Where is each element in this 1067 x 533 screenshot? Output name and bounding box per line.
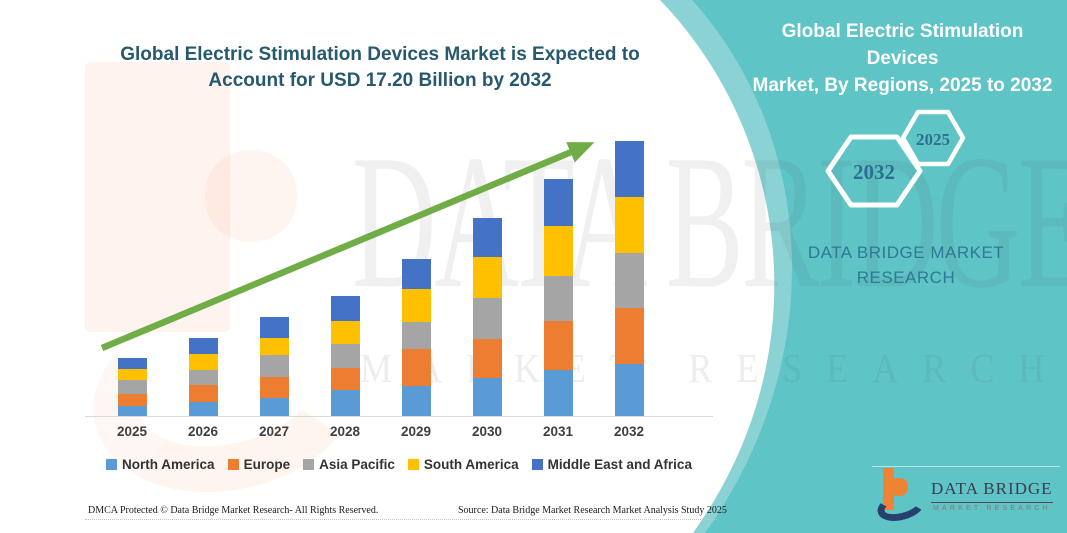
bar-2026-segment-asia-pacific (188, 370, 218, 386)
bar-2031-segment-europe (543, 321, 573, 371)
bar-2025-segment-north-america (117, 406, 147, 416)
footer-dmca-text: DMCA Protected © Data Bridge Market Rese… (88, 505, 379, 516)
legend-swatch-middle-east-and-africa (531, 459, 543, 470)
bar-2028-segment-north-america (330, 389, 360, 416)
x-axis-line (85, 415, 713, 417)
x-axis-label-2030: 2030 (471, 424, 503, 439)
bar-2030-segment-north-america (472, 377, 502, 416)
bar-2032-segment-middle-east-and-africa (614, 140, 644, 197)
bar-2025 (117, 357, 147, 416)
bar-2031 (543, 179, 573, 416)
side-panel-title-line2: Market, By Regions, 2025 to 2032 (752, 75, 1053, 96)
chart-title-line2: Account for USD 17.20 Billion by 2032 (208, 70, 552, 91)
legend-swatch-asia-pacific (303, 459, 315, 470)
legend-swatch-north-america (106, 459, 118, 470)
x-axis-label-2026: 2026 (187, 424, 219, 439)
chart-legend: North America Europe Asia Pacific South Ame… (85, 457, 713, 472)
chart-title: Global Electric Stimulation Devices Mark… (95, 42, 665, 94)
legend-item-europe: Europe (227, 457, 291, 472)
bar-2029-segment-south-america (401, 289, 431, 323)
bar-2030-segment-europe (472, 339, 502, 378)
side-panel-title: Global Electric Stimulation Devices Mark… (745, 18, 1060, 99)
logo-b-stem-shape (883, 468, 894, 510)
bar-2026-segment-north-america (188, 401, 218, 416)
legend-item-middle-east-and-africa: Middle East and Africa (531, 457, 692, 472)
bar-2030 (472, 218, 502, 416)
legend-swatch-europe (227, 459, 239, 470)
x-axis-labels: 2025 2026 2027 2028 2029 2030 2031 2032 (85, 424, 713, 442)
legend-item-south-america: South America (407, 457, 519, 472)
data-bridge-logo-icon (874, 468, 930, 526)
bar-2032-segment-europe (614, 307, 644, 365)
bar-2027 (259, 316, 289, 416)
bar-2028-segment-middle-east-and-africa (330, 296, 360, 321)
bar-2028-segment-south-america (330, 320, 360, 344)
bar-2026 (188, 338, 218, 416)
bar-2026-segment-europe (188, 385, 218, 402)
chart-plot-area (85, 110, 713, 417)
x-axis-label-2028: 2028 (329, 424, 361, 439)
bar-2029 (401, 259, 431, 416)
x-axis-label-2029: 2029 (400, 424, 432, 439)
bar-2026-segment-middle-east-and-africa (188, 338, 218, 354)
bar-2025-segment-europe (117, 393, 147, 407)
bar-2032-segment-north-america (614, 364, 644, 416)
bar-2029-segment-asia-pacific (401, 322, 431, 350)
logo-subtext: MARKET RESEARCH (933, 505, 1051, 512)
legend-label-middle-east-and-africa: Middle East and Africa (547, 457, 692, 472)
legend-item-north-america: North America (106, 457, 215, 472)
side-panel-title-line1: Global Electric Stimulation Devices (781, 21, 1024, 69)
bar-2030-segment-south-america (472, 257, 502, 299)
legend-item-asia-pacific: Asia Pacific (303, 457, 395, 472)
chart-title-line1: Global Electric Stimulation Devices Mark… (120, 44, 640, 65)
bar-2027-segment-europe (259, 376, 289, 398)
teal-wave-main (692, 0, 1067, 533)
bar-2031-segment-north-america (543, 370, 573, 416)
bar-2027-segment-south-america (259, 337, 289, 356)
bar-2030-segment-middle-east-and-africa (472, 218, 502, 258)
bar-2032-segment-asia-pacific (614, 252, 644, 308)
bar-2029-segment-north-america (401, 385, 431, 416)
legend-label-europe: Europe (243, 457, 291, 472)
brand-text-line1: DATA BRIDGE MARKET (807, 243, 1005, 262)
legend-label-north-america: North America (122, 457, 215, 472)
bar-2025-segment-south-america (117, 369, 147, 381)
bar-2026-segment-south-america (188, 353, 218, 371)
x-axis-label-2025: 2025 (116, 424, 148, 439)
bar-2027-segment-asia-pacific (259, 355, 289, 377)
legend-label-asia-pacific: Asia Pacific (319, 457, 395, 472)
bar-2032 (614, 140, 644, 416)
bar-2027-segment-north-america (259, 397, 289, 416)
bar-2029-segment-europe (401, 349, 431, 386)
x-axis-label-2032: 2032 (613, 424, 645, 439)
logo-wordmark: DATA BRIDGE (931, 479, 1053, 503)
bar-2031-segment-south-america (543, 225, 573, 276)
bar-2031-segment-middle-east-and-africa (543, 179, 573, 226)
bar-2028 (330, 296, 360, 416)
logo-b-bowl-shape (890, 478, 908, 496)
bar-2032-segment-south-america (614, 196, 644, 253)
bar-2025-segment-asia-pacific (117, 380, 147, 394)
bar-2027-segment-middle-east-and-africa (259, 316, 289, 338)
bar-2028-segment-europe (330, 367, 360, 390)
legend-label-south-america: South America (423, 457, 519, 472)
bar-2029-segment-middle-east-and-africa (401, 259, 431, 290)
bar-2031-segment-asia-pacific (543, 275, 573, 322)
brand-text: DATA BRIDGE MARKET RESEARCH (772, 240, 1040, 290)
x-axis-label-2027: 2027 (258, 424, 290, 439)
brand-text-line2: RESEARCH (856, 268, 956, 287)
footer-source-text: Source: Data Bridge Market Research Mark… (458, 505, 727, 516)
x-axis-label-2031: 2031 (542, 424, 574, 439)
bar-2025-segment-middle-east-and-africa (117, 357, 147, 370)
bar-2030-segment-asia-pacific (472, 298, 502, 340)
legend-swatch-south-america (407, 459, 419, 470)
bar-2028-segment-asia-pacific (330, 343, 360, 368)
footer-dotted-line (85, 519, 717, 520)
logo-divider-line (872, 466, 1060, 467)
